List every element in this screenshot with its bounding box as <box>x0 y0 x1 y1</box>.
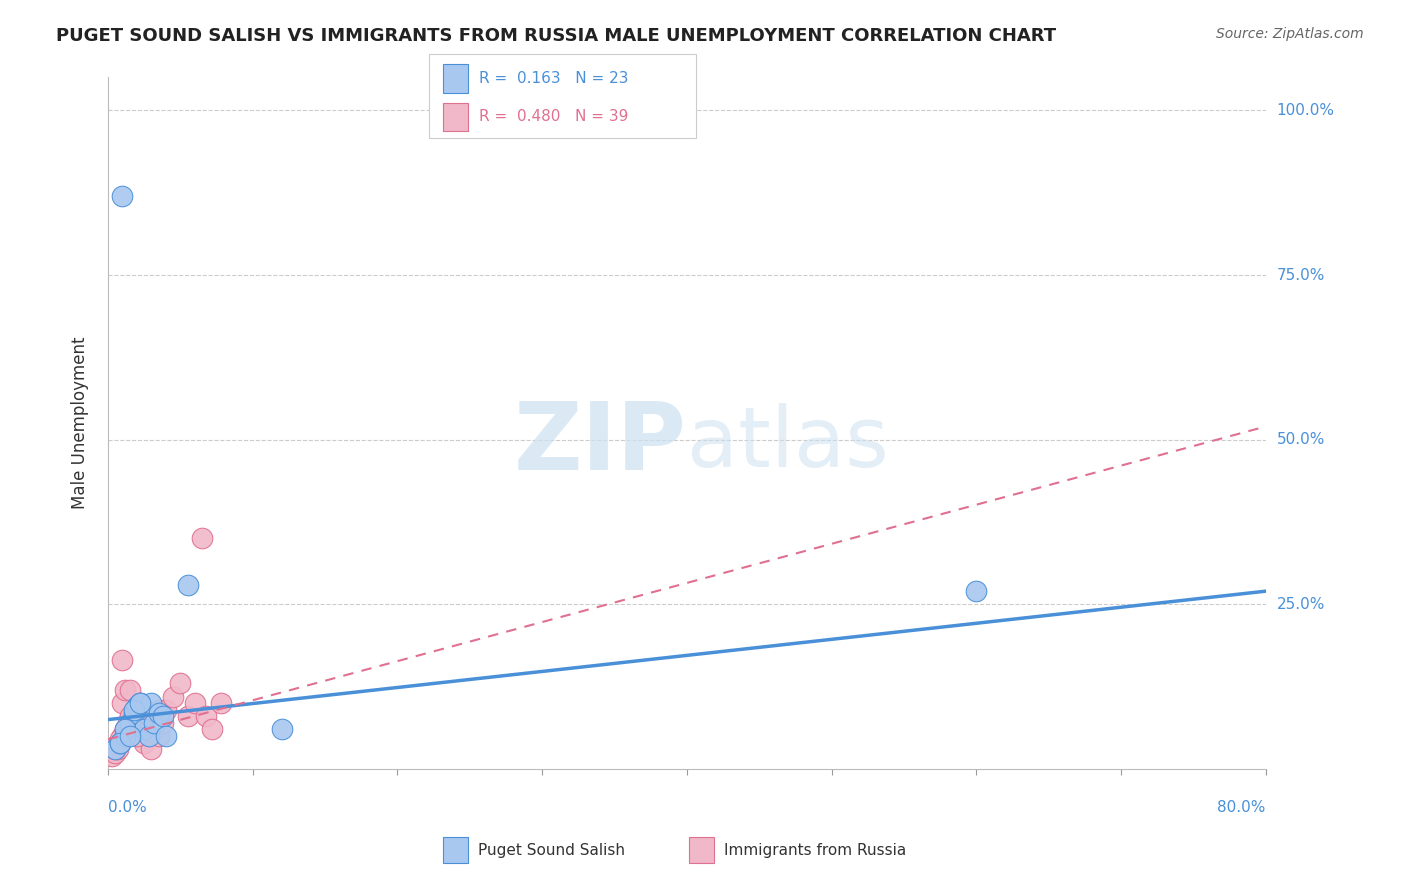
Point <box>122 703 145 717</box>
Point <box>128 696 150 710</box>
Point <box>125 729 148 743</box>
Point <box>108 736 131 750</box>
Point <box>108 736 131 750</box>
Point <box>270 723 292 737</box>
Point <box>122 703 145 717</box>
Point <box>122 723 145 737</box>
Point <box>162 690 184 704</box>
Point <box>184 696 207 710</box>
Point <box>209 696 232 710</box>
Point <box>143 715 166 730</box>
Text: Puget Sound Salish: Puget Sound Salish <box>478 843 626 857</box>
Point <box>138 709 160 723</box>
Point <box>114 683 136 698</box>
Text: 80.0%: 80.0% <box>1218 799 1265 814</box>
Point <box>104 746 127 760</box>
Text: 100.0%: 100.0% <box>1277 103 1334 118</box>
Point <box>122 706 145 720</box>
Point <box>148 729 170 743</box>
Point <box>128 696 150 710</box>
Point <box>114 723 136 737</box>
Point <box>104 742 127 756</box>
Text: PUGET SOUND SALISH VS IMMIGRANTS FROM RUSSIA MALE UNEMPLOYMENT CORRELATION CHART: PUGET SOUND SALISH VS IMMIGRANTS FROM RU… <box>56 27 1056 45</box>
Point <box>141 742 163 756</box>
Text: 50.0%: 50.0% <box>1277 433 1324 447</box>
Point <box>141 696 163 710</box>
Point <box>117 715 139 730</box>
Point <box>118 709 141 723</box>
Point <box>104 742 127 756</box>
Y-axis label: Male Unemployment: Male Unemployment <box>72 337 89 509</box>
Point <box>108 736 131 750</box>
Point <box>118 709 141 723</box>
Point <box>201 723 224 737</box>
Point <box>114 723 136 737</box>
Point <box>118 729 141 743</box>
Point <box>134 736 156 750</box>
Point <box>195 709 218 723</box>
Point <box>101 748 124 763</box>
Text: ZIP: ZIP <box>515 398 686 490</box>
Text: 0.0%: 0.0% <box>108 799 146 814</box>
Text: Source: ZipAtlas.com: Source: ZipAtlas.com <box>1216 27 1364 41</box>
Point <box>125 699 148 714</box>
Text: 25.0%: 25.0% <box>1277 597 1324 612</box>
Point <box>155 703 177 717</box>
Point <box>152 715 174 730</box>
Text: R =  0.163   N = 23: R = 0.163 N = 23 <box>479 71 628 86</box>
Point <box>141 715 163 730</box>
Point <box>155 729 177 743</box>
Point <box>148 703 170 717</box>
Point <box>138 729 160 743</box>
Point <box>965 584 987 599</box>
Point <box>169 676 191 690</box>
Point <box>104 739 127 753</box>
Text: R =  0.480   N = 39: R = 0.480 N = 39 <box>479 110 628 124</box>
Point <box>128 696 150 710</box>
Point <box>118 683 141 698</box>
Point <box>111 653 134 667</box>
Point <box>118 715 141 730</box>
Point <box>125 699 148 714</box>
Point <box>107 742 129 756</box>
Point <box>134 723 156 737</box>
Point <box>111 729 134 743</box>
Point <box>125 729 148 743</box>
Text: Immigrants from Russia: Immigrants from Russia <box>724 843 907 857</box>
Text: 75.0%: 75.0% <box>1277 268 1324 283</box>
Point <box>111 189 134 203</box>
Text: atlas: atlas <box>686 403 889 484</box>
Point <box>108 732 131 747</box>
Point <box>114 729 136 743</box>
Point <box>176 709 198 723</box>
Point <box>148 706 170 720</box>
Point <box>191 532 214 546</box>
Point <box>176 577 198 591</box>
Point <box>134 723 156 737</box>
Point <box>152 709 174 723</box>
Point <box>111 696 134 710</box>
